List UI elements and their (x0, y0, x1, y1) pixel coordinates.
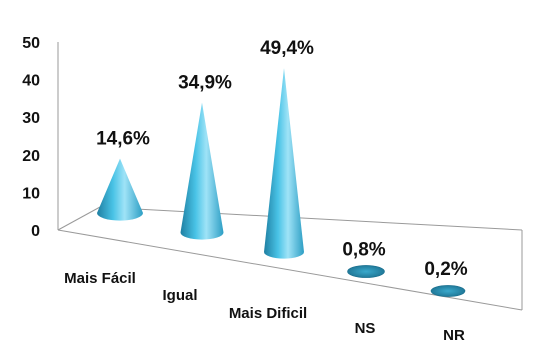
cone-body (97, 158, 143, 221)
cone (264, 68, 304, 259)
category-label: NR (443, 327, 465, 344)
cone (97, 158, 143, 221)
floor-left-edge (57, 206, 101, 231)
y-tick-label: 30 (22, 110, 40, 127)
data-label: 14,6% (96, 129, 150, 150)
data-label: 49,4% (260, 38, 314, 59)
cone-body (264, 68, 304, 259)
cone (430, 285, 466, 297)
y-tick-label: 20 (22, 148, 40, 165)
cone (347, 265, 385, 278)
cone-base (430, 285, 466, 297)
cone-base (347, 265, 385, 278)
cone (180, 102, 224, 240)
y-tick-label: 0 (31, 223, 40, 240)
data-labels: 14,6% 34,9% 49,4% 0,8% 0,2% (96, 38, 468, 280)
category-labels: Mais Fácil Igual Mais Dificil NS NR (64, 270, 465, 344)
category-label: NS (355, 320, 376, 337)
category-label: Mais Dificil (229, 305, 307, 322)
cones (97, 68, 466, 297)
category-label: Igual (162, 287, 197, 304)
cone-body (180, 102, 224, 240)
y-tick-label: 50 (22, 35, 40, 52)
data-label: 34,9% (178, 73, 232, 94)
y-tick-label: 40 (22, 73, 40, 90)
category-label: Mais Fácil (64, 270, 136, 287)
y-tick-label: 10 (22, 185, 40, 202)
y-axis-ticks: 0 10 20 30 40 50 (22, 35, 40, 240)
data-label: 0,8% (342, 240, 385, 261)
data-label: 0,2% (424, 259, 467, 280)
floor-back-edge (99, 206, 523, 231)
